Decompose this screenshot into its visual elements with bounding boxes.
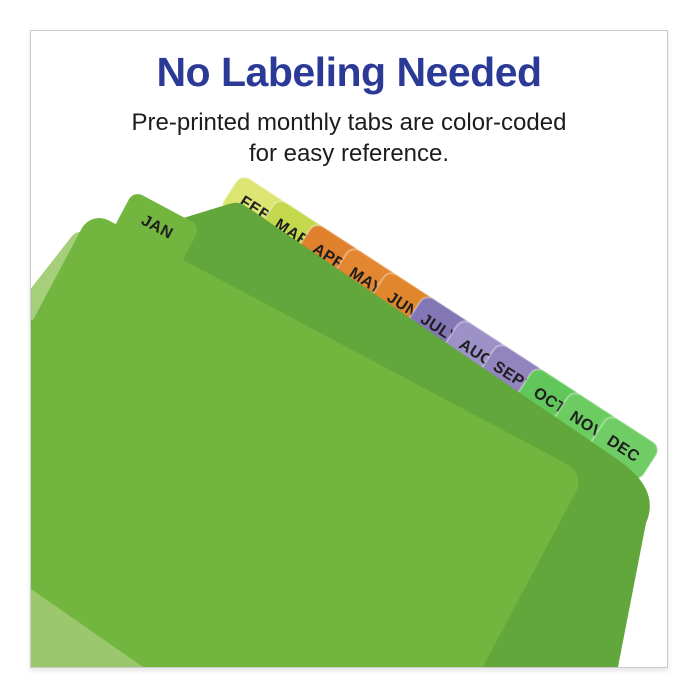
caption-block: No Labeling Needed Pre-printed monthly t… <box>31 31 667 169</box>
subheadline-line-2: for easy reference. <box>248 140 450 167</box>
jan-tab <box>113 194 198 267</box>
subheadline: Pre-printed monthly tabs are color-coded… <box>31 107 667 169</box>
front-divider: JAN <box>31 194 579 667</box>
tab-dec: DEC <box>589 416 659 480</box>
folder-flap <box>31 589 143 667</box>
front-divider-sheet <box>31 218 579 667</box>
headline: No Labeling Needed <box>156 49 542 95</box>
subheadline-line-1: Pre-printed monthly tabs are color-coded <box>131 109 567 136</box>
image-frame: No Labeling Needed Pre-printed monthly t… <box>30 30 668 668</box>
